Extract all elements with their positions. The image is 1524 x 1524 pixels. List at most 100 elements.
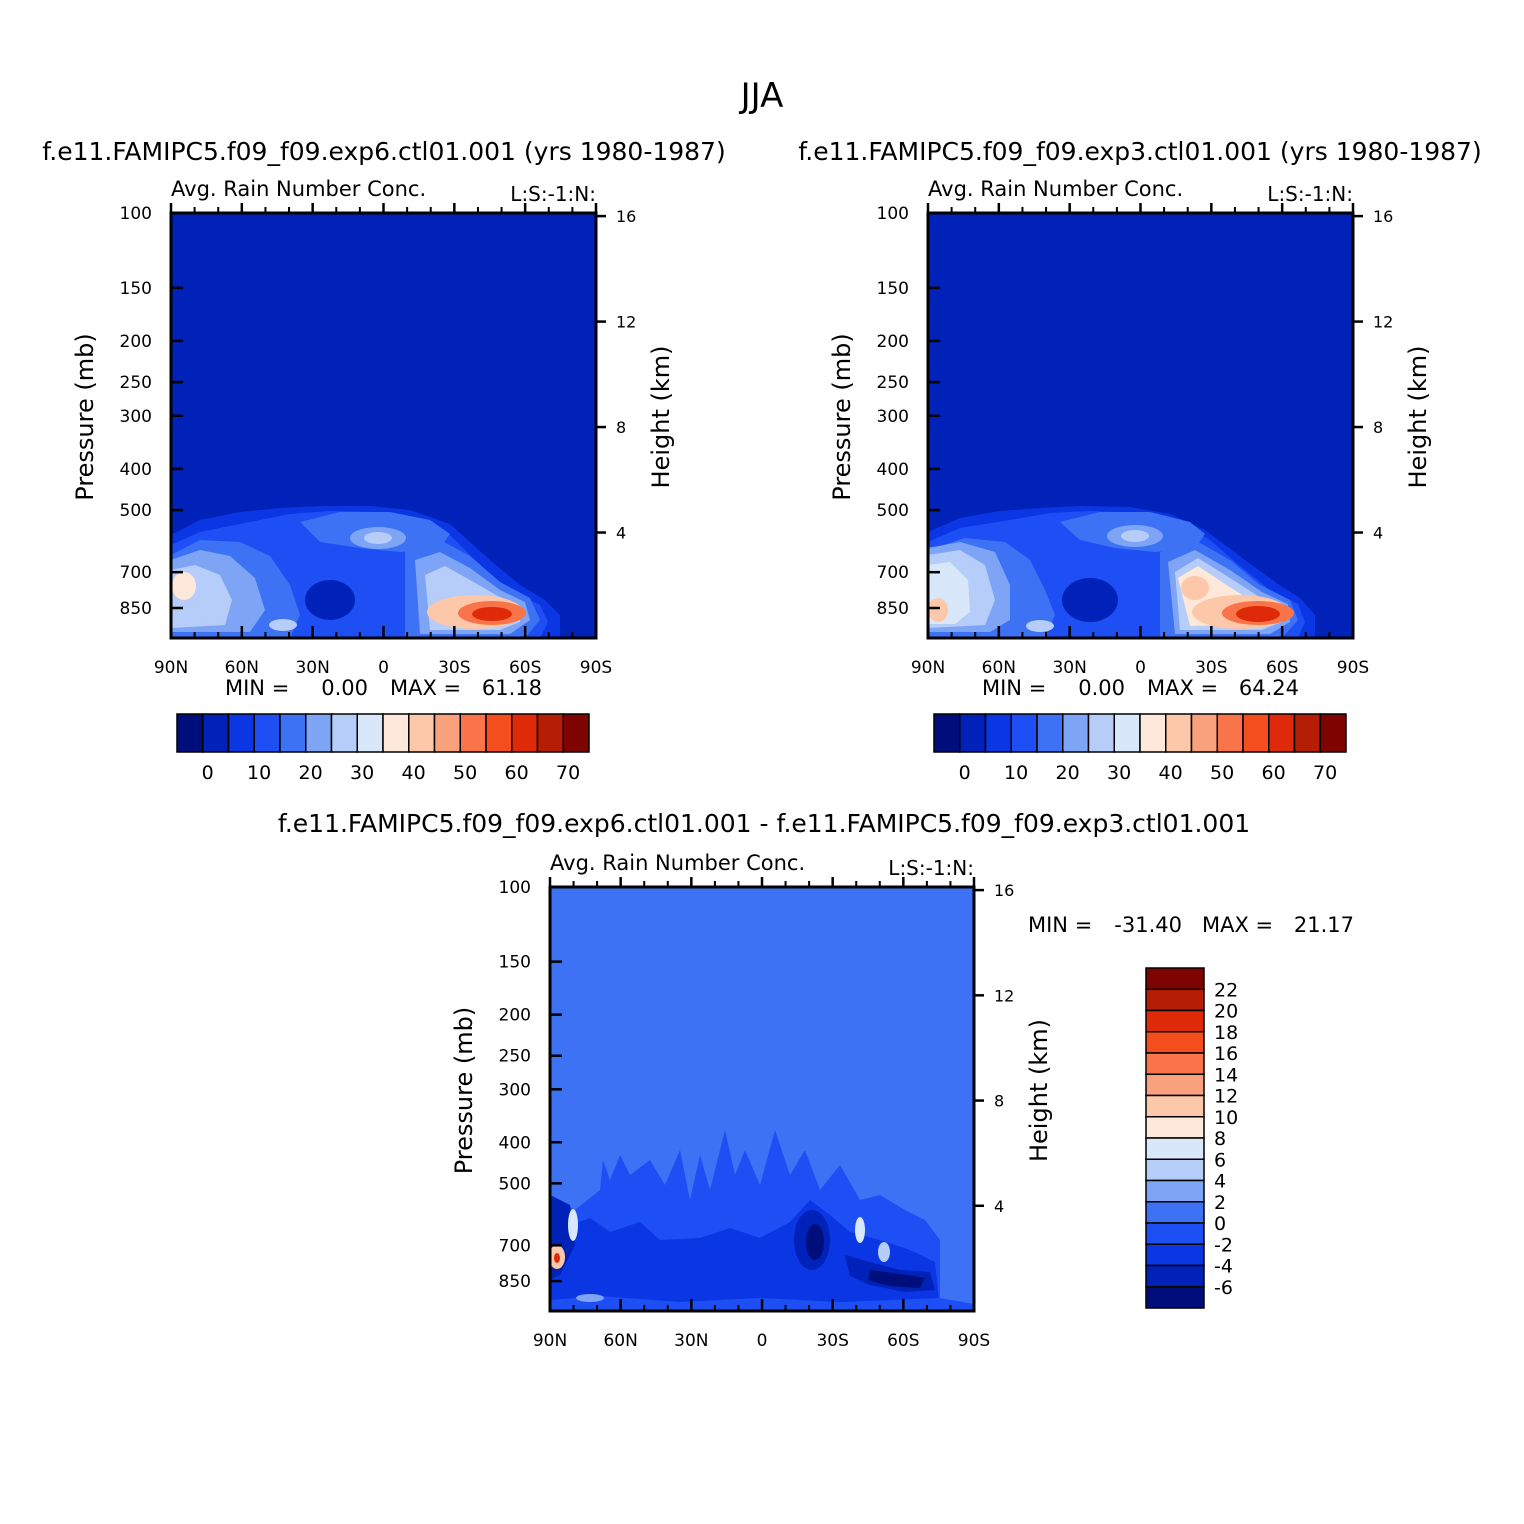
- contour-south-c3: [1181, 576, 1209, 600]
- diff-neg8-a: [806, 1224, 824, 1260]
- panel-title: f.e11.FAMIPC5.f09_f09.exp6.ctl01.001 (yr…: [42, 137, 725, 166]
- colorbar-swatch: [485, 713, 513, 753]
- colorbar-swatch: [382, 713, 410, 753]
- min-label: MIN =: [225, 676, 289, 700]
- panel-diff: f.e11.FAMIPC5.f09_f09.exp6.ctl01.001 - f…: [278, 809, 1354, 1351]
- colorbar-swatch: [1145, 967, 1205, 990]
- contour-low-blob: [1026, 620, 1054, 632]
- y-tick-label: 300: [120, 407, 152, 427]
- x-tick-label: 90S: [1337, 658, 1369, 678]
- panel-subtitle: Avg. Rain Number Conc.: [928, 177, 1183, 201]
- y2-tick-label: 4: [994, 1197, 1004, 1216]
- panel-subtitle: Avg. Rain Number Conc.: [171, 177, 426, 201]
- diff-pos-south-b: [878, 1242, 890, 1262]
- diff-pos-south-a: [855, 1217, 865, 1243]
- corner-label: L:S:-1:N:: [510, 182, 596, 206]
- colorbar-label: 22: [1214, 979, 1238, 1001]
- colorbar-swatch: [1145, 1094, 1205, 1118]
- axes: 90N 60N 30N 0 30S 60S 90S 100 150 200 250 300 400 500…: [71, 203, 675, 678]
- y-axis-title: Pressure (mb): [450, 1007, 478, 1174]
- max-label: MAX =: [390, 676, 461, 700]
- y-tick-label: 250: [120, 373, 152, 393]
- x-tick-label: 60N: [603, 1331, 637, 1351]
- contour-north-d: [172, 572, 196, 600]
- y-tick-label: 500: [877, 501, 909, 521]
- colorbar-label: 0: [1214, 1213, 1226, 1235]
- colorbar-swatch: [1145, 1201, 1205, 1224]
- colorbar-label: 4: [1214, 1171, 1226, 1193]
- contour-north-d: [928, 598, 948, 622]
- x-tick-label: 90S: [580, 658, 612, 678]
- y-tick-label: 200: [499, 1006, 531, 1026]
- y-tick-label: 850: [877, 599, 909, 619]
- x-tick-label: 30N: [1052, 658, 1086, 678]
- contour-field: [550, 887, 974, 1311]
- axes: 90N 60N 30N 0 30S 60S 90S 100 150 200 250 300 400 500…: [450, 877, 1053, 1351]
- colorbar-label: 0: [202, 762, 214, 784]
- y-tick-label: 300: [877, 407, 909, 427]
- corner-label: L:S:-1:N:: [1267, 182, 1353, 206]
- colorbar-label: 8: [1214, 1128, 1226, 1150]
- colorbar-swatch: [1145, 1179, 1205, 1203]
- min-label: MIN =: [1028, 913, 1092, 937]
- min-value: -31.40: [1114, 913, 1182, 937]
- colorbar-label: 2: [1214, 1192, 1226, 1214]
- y-tick-label: 150: [499, 953, 531, 973]
- colorbar-swatch: [1293, 713, 1321, 753]
- colorbar-swatch: [459, 713, 487, 753]
- x-tick-label: 30S: [438, 658, 470, 678]
- colorbar-swatch: [1145, 1264, 1205, 1288]
- y-tick-label: 200: [120, 332, 152, 352]
- colorbar-label: 40: [402, 762, 426, 784]
- diff-band-neg4: [550, 1200, 940, 1311]
- colorbar-label: 30: [1107, 762, 1131, 784]
- colorbar-swatch: [562, 713, 590, 753]
- colorbar-swatch: [176, 713, 204, 753]
- colorbar-swatch: [356, 713, 384, 753]
- y-tick-label: 700: [877, 563, 909, 583]
- x-tick-label: 30S: [1195, 658, 1227, 678]
- colorbar-swatch: [433, 713, 461, 753]
- panel-subtitle: Avg. Rain Number Conc.: [550, 851, 805, 875]
- x-tick-label: 0: [757, 1331, 768, 1351]
- colorbar-swatch: [959, 713, 987, 753]
- x-tick-label: 60S: [887, 1331, 919, 1351]
- diff-pos-north-b: [554, 1253, 560, 1263]
- min-label: MIN =: [982, 676, 1046, 700]
- y2-tick-label: 16: [616, 207, 636, 226]
- y-tick-label: 100: [877, 204, 909, 224]
- colorbar-swatch: [536, 713, 564, 753]
- y2-tick-label: 8: [994, 1092, 1004, 1111]
- colorbar-swatch: [1145, 988, 1205, 1012]
- contour-low-dark: [305, 580, 355, 620]
- colorbar-swatch: [1087, 713, 1115, 753]
- min-value: 0.00: [321, 676, 368, 700]
- colorbar-swatch: [1145, 1286, 1205, 1309]
- colorbar-swatch: [1139, 713, 1167, 753]
- colorbar-label: -4: [1214, 1256, 1233, 1278]
- x-tick-label: 60N: [982, 658, 1016, 678]
- colorbar-swatch: [1145, 1009, 1205, 1033]
- y-tick-label: 150: [877, 279, 909, 299]
- colorbar-swatch: [1145, 1243, 1205, 1267]
- y-tick-label: 850: [499, 1272, 531, 1292]
- max-value: 61.18: [482, 676, 542, 700]
- colorbar-label: 20: [299, 762, 323, 784]
- x-tick-label: 60S: [509, 658, 541, 678]
- y-tick-label: 700: [499, 1236, 531, 1256]
- diff-neg8-b: [868, 1270, 925, 1288]
- y-tick-label: 300: [499, 1080, 531, 1100]
- y-tick-label: 250: [499, 1047, 531, 1067]
- max-value: 64.24: [1239, 676, 1299, 700]
- contour-eq-blob-inner: [1121, 530, 1149, 542]
- colorbar-swatch: [408, 713, 436, 753]
- colorbar-label: 60: [1262, 762, 1286, 784]
- colorbar-label: 10: [1214, 1107, 1238, 1129]
- y2-tick-label: 12: [994, 986, 1014, 1005]
- contour-low-dark: [1062, 578, 1118, 622]
- diff-pos-north-c: [568, 1209, 578, 1241]
- colorbar-label: 18: [1214, 1022, 1238, 1044]
- y-tick-label: 400: [877, 460, 909, 480]
- colorbar-swatch: [1242, 713, 1270, 753]
